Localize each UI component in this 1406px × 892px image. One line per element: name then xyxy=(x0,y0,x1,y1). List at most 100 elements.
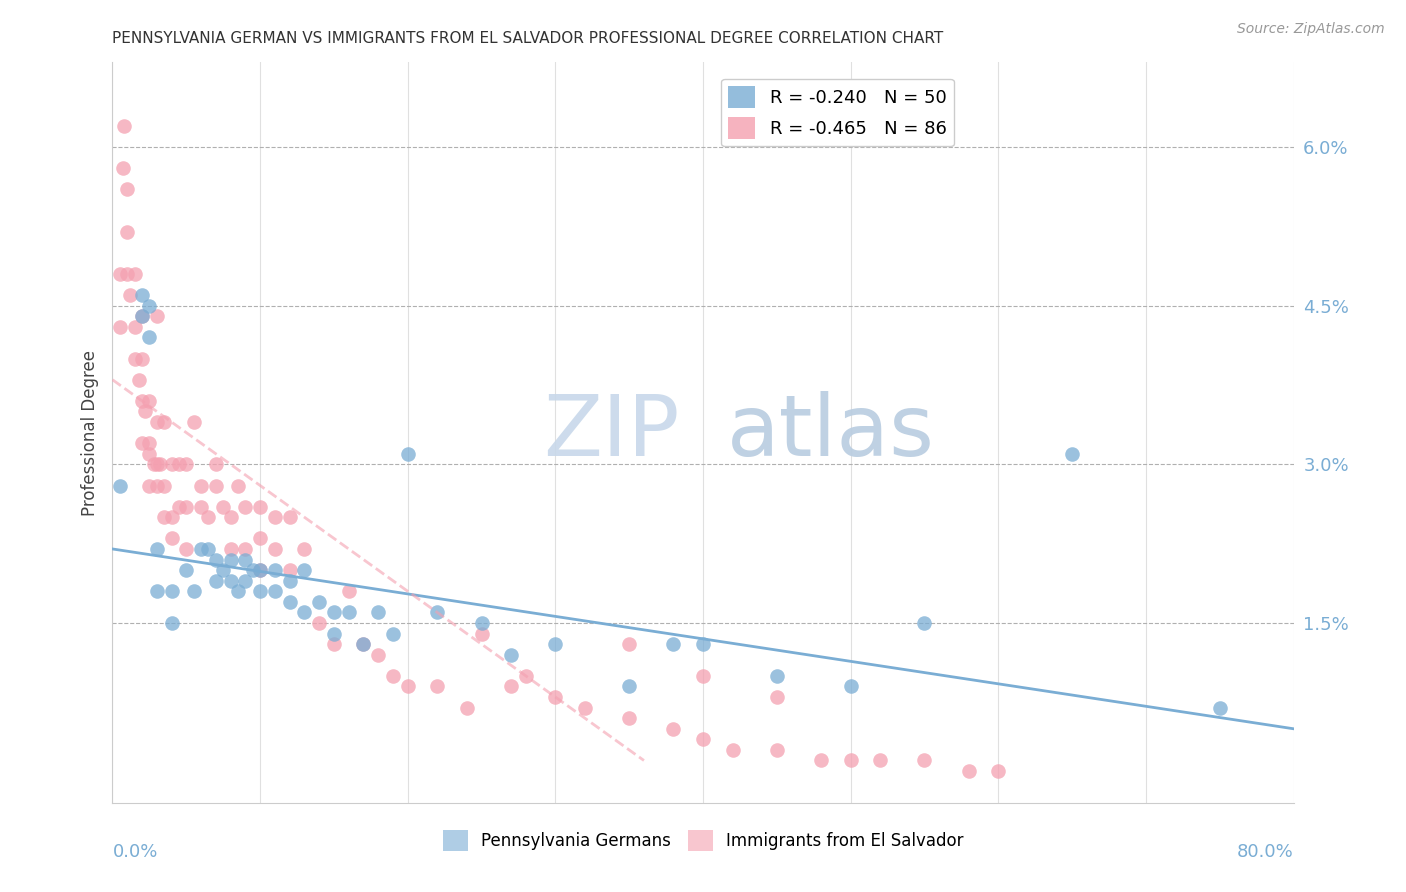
Point xyxy=(219,552,242,566)
Point xyxy=(131,310,153,324)
Point xyxy=(212,563,235,577)
Point xyxy=(692,732,714,747)
Point xyxy=(219,510,242,524)
Point xyxy=(117,225,138,239)
Point xyxy=(242,563,264,577)
Point xyxy=(278,574,301,588)
Point xyxy=(914,754,936,768)
Point xyxy=(183,415,205,429)
Point xyxy=(108,319,131,334)
Point xyxy=(574,700,596,714)
Point xyxy=(128,373,150,387)
Point xyxy=(167,500,190,514)
Point xyxy=(160,532,183,546)
Point xyxy=(515,669,537,683)
Point xyxy=(456,700,478,714)
Point xyxy=(134,404,156,418)
Point xyxy=(226,584,249,599)
Point xyxy=(323,626,346,640)
Point xyxy=(249,532,271,546)
Point xyxy=(233,552,256,566)
Point xyxy=(205,478,228,492)
Point xyxy=(292,541,315,556)
Point xyxy=(219,574,242,588)
Point xyxy=(501,680,523,694)
Point xyxy=(308,615,330,630)
Point xyxy=(501,648,523,662)
Text: atlas: atlas xyxy=(727,391,935,475)
Point xyxy=(174,500,197,514)
Point xyxy=(810,754,832,768)
Point xyxy=(160,584,183,599)
Point xyxy=(249,563,271,577)
Point xyxy=(662,637,685,651)
Point xyxy=(174,458,197,472)
Point xyxy=(692,637,714,651)
Point xyxy=(131,436,153,450)
Point xyxy=(205,552,228,566)
Point xyxy=(662,722,685,736)
Point xyxy=(108,267,131,281)
Text: 0.0%: 0.0% xyxy=(112,843,157,861)
Point xyxy=(766,690,789,704)
Point xyxy=(278,595,301,609)
Point xyxy=(108,478,131,492)
Point xyxy=(146,541,169,556)
Point xyxy=(111,161,134,176)
Point xyxy=(249,563,271,577)
Point xyxy=(426,680,449,694)
Point xyxy=(146,458,169,472)
Point xyxy=(396,680,419,694)
Point xyxy=(131,351,153,366)
Point xyxy=(957,764,980,778)
Point xyxy=(839,754,862,768)
Point xyxy=(153,478,176,492)
Point xyxy=(226,478,249,492)
Point xyxy=(138,330,160,344)
Point xyxy=(138,436,160,450)
Point xyxy=(278,563,301,577)
Point xyxy=(138,447,160,461)
Point xyxy=(323,606,346,620)
Point xyxy=(117,267,138,281)
Point xyxy=(131,393,153,408)
Legend: Pennsylvania Germans, Immigrants from El Salvador: Pennsylvania Germans, Immigrants from El… xyxy=(436,823,970,857)
Point xyxy=(146,310,169,324)
Point xyxy=(352,637,374,651)
Point xyxy=(197,541,219,556)
Point xyxy=(167,458,190,472)
Point xyxy=(352,637,374,651)
Point xyxy=(197,510,219,524)
Point xyxy=(264,563,287,577)
Point xyxy=(174,563,197,577)
Point xyxy=(138,478,160,492)
Point xyxy=(367,606,389,620)
Point xyxy=(308,595,330,609)
Point xyxy=(914,615,936,630)
Point xyxy=(766,743,789,757)
Point xyxy=(153,415,176,429)
Point xyxy=(160,615,183,630)
Point xyxy=(131,288,153,302)
Point xyxy=(190,541,212,556)
Point xyxy=(174,541,197,556)
Text: ZIP: ZIP xyxy=(543,391,679,475)
Point xyxy=(149,458,172,472)
Point xyxy=(766,669,789,683)
Point xyxy=(619,637,641,651)
Point xyxy=(146,478,169,492)
Point xyxy=(146,584,169,599)
Point xyxy=(278,510,301,524)
Point xyxy=(138,393,160,408)
Point xyxy=(1208,700,1232,714)
Point xyxy=(337,584,360,599)
Point xyxy=(112,119,135,133)
Point xyxy=(212,500,235,514)
Point xyxy=(323,637,346,651)
Y-axis label: Professional Degree: Professional Degree xyxy=(80,350,98,516)
Point xyxy=(233,541,256,556)
Point xyxy=(264,541,287,556)
Point xyxy=(219,541,242,556)
Point xyxy=(190,500,212,514)
Point xyxy=(292,563,315,577)
